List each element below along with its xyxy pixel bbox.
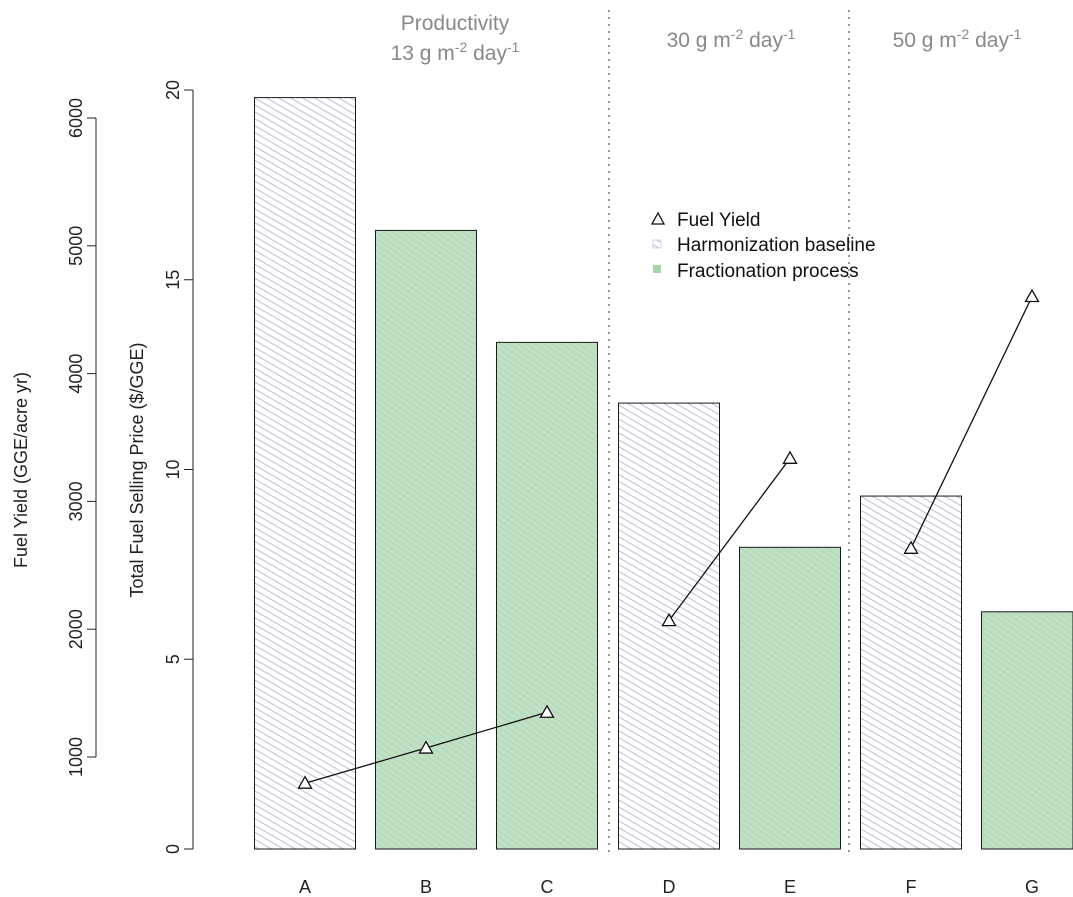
category-label: D [663,877,676,897]
bar-harmonization-A [254,97,356,850]
category-label: B [420,877,432,897]
fuel-yield-line-segment-2 [668,457,791,622]
group-label-3: 50 g m-2 day-1 [893,26,1022,52]
category-label: F [906,877,917,897]
fuel-yield-point-E [782,450,798,464]
y2-tick-label: 1000 [66,737,86,777]
legend-harmonization-swatch [652,239,662,249]
primary-y-axis-title: Total Fuel Selling Price ($/GGE) [127,342,147,597]
bar-fractionation-G [981,611,1073,850]
y2-tick-label: 6000 [66,98,86,138]
group-label-2-rate: 30 g m-2 day-1 [667,26,796,52]
y-tick-label: 15 [163,270,183,290]
bar-fractionation-E [739,546,841,850]
legend-fractionation-swatch [653,265,661,273]
secondary-y-axis: 1000 2000 3000 4000 5000 6000 Fuel Yield (GGE… [11,98,97,777]
fuel-yield-point-B [418,740,434,754]
fuel-yield-markers [297,288,1040,789]
group-label-3-rate: 50 g m-2 day-1 [893,26,1022,52]
y-tick-label: 5 [163,654,183,664]
bar-harmonization-F [860,495,962,850]
category-label: C [541,877,554,897]
secondary-y-axis-title: Fuel Yield (GGE/acre yr) [11,372,31,568]
category-labels: A B C D E F G [299,877,1039,897]
fuel-yield-point-D [661,612,677,627]
fuel-yield-point-G [1024,288,1040,303]
legend-fuel-yield-marker-icon [650,211,666,225]
bar-fractionation-C [496,341,598,850]
y-tick-label: 20 [163,80,183,100]
legend: Fuel Yield Harmonization baseline Fracti… [650,210,876,282]
primary-y-axis: 0 5 10 15 20 Total Fuel Selling Price ($/GGE… [127,80,194,854]
y2-tick-label: 3000 [66,481,86,521]
y2-tick-label: 2000 [66,609,86,649]
category-label: G [1025,877,1039,897]
bars-layer [254,97,1073,850]
category-label: E [784,877,796,897]
legend-fractionation-label: Fractionation process [677,261,859,282]
fuel-yield-point-A [297,775,313,789]
y2-tick-label: 4000 [66,354,86,394]
group-label-2: 30 g m-2 day-1 [667,26,796,52]
bar-fractionation-B [375,229,477,850]
legend-fuel-yield-label: Fuel Yield [677,210,760,231]
category-label: A [299,877,311,897]
group-label-1-rate: 13 g m-2 day-1 [391,39,520,65]
fuel-yield-line-segment-3 [910,296,1033,549]
legend-harmonization-label: Harmonization baseline [677,235,876,256]
fuel-yield-point-C [539,704,555,718]
fuel-yield-point-F [903,540,919,554]
y-tick-label: 10 [163,459,183,479]
y2-tick-label: 5000 [66,226,86,266]
y-tick-label: 0 [163,844,183,854]
group-label-1-title: Productivity [401,12,510,35]
group-label-1: Productivity 13 g m-2 day-1 [391,12,520,65]
